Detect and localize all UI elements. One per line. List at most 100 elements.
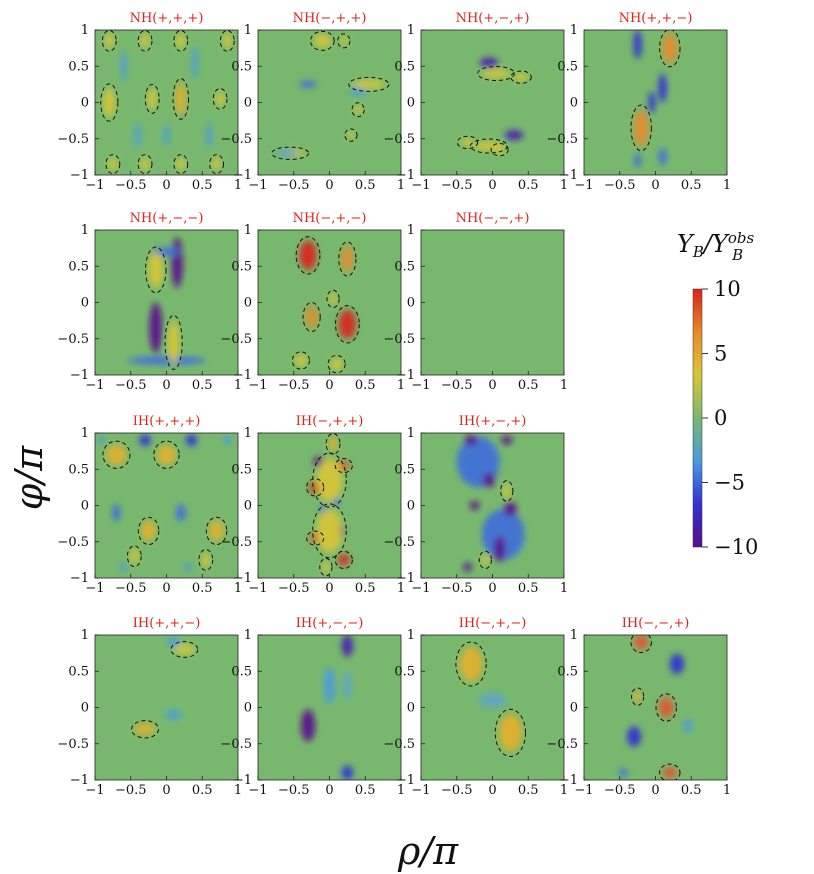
heatmap-blob: [322, 561, 330, 573]
heatmap-blob: [338, 554, 350, 566]
x-tick-label: 0.5: [518, 378, 539, 393]
x-tick-label: −0.5: [604, 783, 636, 798]
heatmap-blob: [108, 157, 118, 171]
contour-line: [173, 30, 189, 52]
heatmap-blob: [157, 444, 176, 465]
y-tick-label: 1: [244, 223, 252, 238]
contour-line: [655, 693, 677, 722]
x-tick-label: 0.5: [518, 581, 539, 596]
contour-line: [312, 452, 347, 508]
x-tick-label: −1: [411, 378, 430, 393]
colorbar-tick-label: −5: [714, 471, 745, 495]
panel-title: NH(+,−,+): [456, 11, 530, 26]
x-tick-label: 0.5: [681, 783, 702, 798]
heatmap-blob: [669, 653, 685, 675]
contour-line: [456, 135, 479, 150]
contour-line: [334, 458, 353, 474]
heatmap-blob: [175, 504, 186, 522]
x-tick-label: 0: [325, 378, 333, 393]
contour-line: [631, 687, 645, 706]
heatmap-blob: [166, 637, 181, 647]
heatmap-blob: [498, 714, 522, 752]
colorbar-tick-label: 5: [714, 342, 727, 366]
heatmap-blob: [658, 73, 667, 103]
y-tick-label: 0.5: [68, 664, 89, 679]
contour-line: [295, 236, 321, 275]
heatmap-blob: [139, 434, 151, 447]
y-tick-label: −1: [396, 168, 415, 183]
heatmap-blob: [349, 88, 367, 96]
y-tick-label: −1: [396, 571, 415, 586]
panel-title: NH(−,+,+): [293, 11, 367, 26]
x-tick-label: −0.5: [115, 178, 147, 193]
y-tick-label: 0.5: [557, 59, 578, 74]
heatmap-blob: [463, 562, 472, 572]
contour-line: [630, 104, 652, 152]
y-tick-label: −1: [233, 368, 252, 383]
x-tick-label: 0: [488, 178, 496, 193]
contour-line: [131, 720, 160, 739]
x-tick-label: 1: [234, 783, 242, 798]
x-tick-label: 0: [162, 581, 170, 596]
heatmap-blob: [662, 766, 677, 779]
panel-background: [95, 30, 238, 175]
y-tick-label: 1: [570, 23, 578, 38]
heatmap-blob: [469, 501, 480, 510]
heatmap-blob: [222, 33, 232, 49]
y-tick-label: 0: [407, 499, 415, 514]
y-tick-label: 0.5: [68, 462, 89, 477]
contour-line: [172, 78, 190, 120]
panel-title: NH(−,−,+): [456, 211, 530, 226]
y-tick-label: 0: [244, 701, 252, 716]
contour-line: [469, 138, 508, 154]
y-tick-label: −0.5: [57, 332, 89, 347]
heatmap-blob: [341, 765, 354, 780]
heatmap-blob: [275, 150, 298, 157]
y-tick-label: 1: [407, 23, 415, 38]
heatmap-blob: [619, 768, 628, 778]
contour-line: [271, 146, 310, 160]
contour-line: [327, 354, 346, 374]
x-tick-label: 0: [325, 178, 333, 193]
heatmap-blob: [341, 635, 354, 657]
contour-line: [219, 30, 235, 52]
contour-line: [312, 503, 347, 559]
contour-line: [306, 530, 325, 546]
heatmap-blob: [152, 247, 181, 257]
y-tick-label: 0.5: [231, 59, 252, 74]
x-tick-label: 0.5: [192, 178, 213, 193]
y-tick-label: 0: [407, 296, 415, 311]
panel-title: NH(+,+,+): [130, 11, 204, 26]
heatmap-blob: [135, 723, 156, 736]
contour-line: [344, 128, 358, 142]
x-tick-label: 1: [234, 378, 242, 393]
panel-title: IH(+,+,−): [133, 616, 201, 631]
heatmap-blob: [658, 148, 667, 166]
x-tick-label: −1: [574, 178, 593, 193]
y-tick-label: 0: [81, 701, 89, 716]
x-tick-label: 0: [651, 178, 659, 193]
contour-line: [659, 763, 681, 780]
heatmap-blob: [634, 690, 642, 703]
y-tick-label: 0: [81, 296, 89, 311]
panel-title: NH(+,−,−): [130, 211, 204, 226]
contour-line: [101, 30, 117, 52]
x-tick-label: 0.5: [355, 178, 376, 193]
x-tick-label: 1: [560, 783, 568, 798]
heatmap-blob: [212, 157, 221, 171]
y-tick-label: −1: [559, 168, 578, 183]
contour-line: [205, 516, 228, 546]
y-tick-label: 1: [244, 23, 252, 38]
heatmap-blob: [130, 549, 139, 564]
colorbar-tick-label: 10: [714, 277, 741, 301]
colorbar-label: YB/Yobs B: [677, 229, 754, 264]
heatmap-blob: [662, 33, 677, 63]
y-tick-label: 0: [244, 499, 252, 514]
panel-title: IH(+,−,−): [296, 616, 364, 631]
x-tick-label: 0: [162, 178, 170, 193]
y-tick-label: 0: [407, 96, 415, 111]
